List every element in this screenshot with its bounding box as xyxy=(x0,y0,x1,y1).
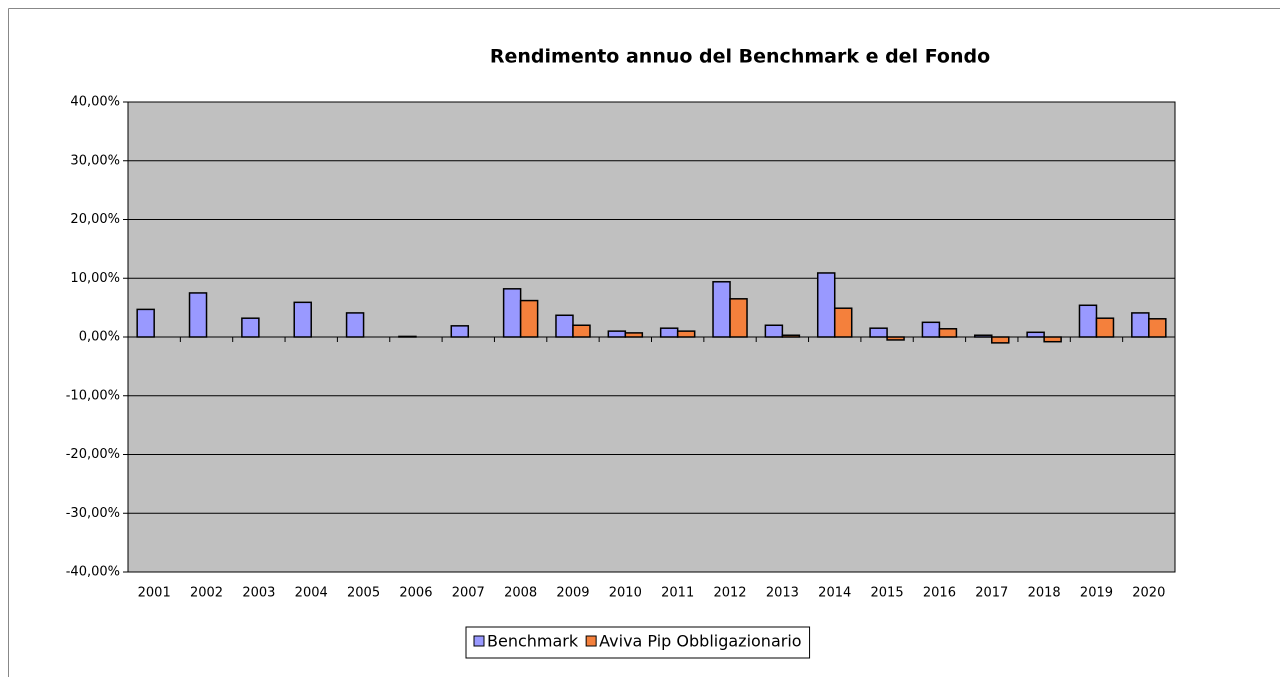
x-tick-label: 2016 xyxy=(923,586,956,601)
x-tick-label: 2020 xyxy=(1132,586,1165,601)
x-tick-label: 2004 xyxy=(295,586,328,601)
legend-swatch xyxy=(473,635,485,647)
bar xyxy=(676,330,696,338)
bar xyxy=(938,328,958,338)
x-tick-label: 2017 xyxy=(975,586,1008,601)
x-tick-label: 2005 xyxy=(347,586,380,601)
x-tick-label: 2018 xyxy=(1028,586,1061,601)
bar xyxy=(729,298,748,338)
bar xyxy=(519,299,539,338)
bar xyxy=(833,307,853,338)
x-tick-label: 2001 xyxy=(138,586,171,601)
y-tick-label: -10,00% xyxy=(66,388,120,403)
bar xyxy=(974,334,993,338)
chart-title: Rendimento annuo del Benchmark e del Fon… xyxy=(490,46,990,68)
bar xyxy=(659,327,679,338)
legend-swatch xyxy=(585,635,597,647)
bar xyxy=(712,281,731,338)
bar xyxy=(607,330,627,338)
x-tick-label: 2013 xyxy=(766,586,799,601)
x-tick-label: 2019 xyxy=(1080,586,1113,601)
legend xyxy=(465,626,811,659)
bar xyxy=(869,327,888,338)
bar xyxy=(572,324,591,338)
bar xyxy=(241,317,260,338)
bar xyxy=(1095,317,1115,338)
x-tick-label: 2010 xyxy=(609,586,642,601)
legend-label: Aviva Pip Obbligazionario xyxy=(599,632,801,651)
y-tick-label: 20,00% xyxy=(70,212,120,227)
bar xyxy=(764,324,784,338)
x-tick-label: 2003 xyxy=(242,586,275,601)
y-tick-label: -40,00% xyxy=(66,565,120,580)
bar xyxy=(1043,336,1062,343)
bar xyxy=(502,288,522,338)
x-tick-label: 2012 xyxy=(713,586,746,601)
bar xyxy=(816,272,836,338)
x-tick-label: 2009 xyxy=(556,586,589,601)
x-tick-label: 2011 xyxy=(661,586,694,601)
bar xyxy=(450,325,470,338)
bar xyxy=(886,336,905,341)
bar xyxy=(1078,304,1098,338)
bar xyxy=(991,336,1010,344)
y-tick-label: -20,00% xyxy=(66,447,120,462)
bar xyxy=(345,312,365,338)
y-tick-label: 10,00% xyxy=(70,271,120,286)
bar xyxy=(188,292,208,338)
bar xyxy=(1148,318,1167,338)
x-tick-label: 2015 xyxy=(871,586,904,601)
bar xyxy=(136,308,155,338)
bar xyxy=(555,314,574,338)
bar xyxy=(293,301,312,338)
bar xyxy=(781,334,801,338)
y-tick-label: 30,00% xyxy=(70,153,120,168)
bar xyxy=(1026,331,1045,338)
y-tick-label: 40,00% xyxy=(70,95,120,110)
y-tick-label: -30,00% xyxy=(66,506,120,521)
bar xyxy=(398,335,417,338)
x-tick-label: 2006 xyxy=(399,586,432,601)
bar xyxy=(1131,312,1150,338)
x-tick-label: 2008 xyxy=(504,586,537,601)
x-tick-label: 2002 xyxy=(190,586,223,601)
legend-label: Benchmark xyxy=(487,632,579,651)
bar xyxy=(921,321,941,338)
x-tick-label: 2014 xyxy=(818,586,851,601)
x-tick-label: 2007 xyxy=(452,586,485,601)
y-tick-label: 0,00% xyxy=(79,330,120,345)
bar xyxy=(624,332,644,338)
